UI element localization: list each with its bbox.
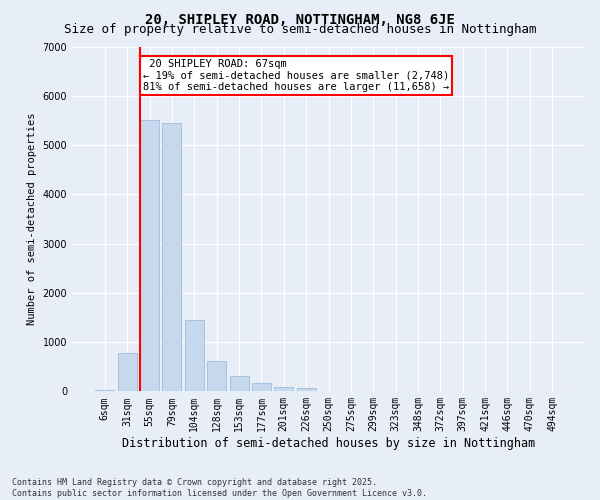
Bar: [296, 388, 316, 392]
Bar: [118, 353, 137, 392]
Bar: [95, 390, 115, 392]
Text: 20, SHIPLEY ROAD, NOTTINGHAM, NG8 6JE: 20, SHIPLEY ROAD, NOTTINGHAM, NG8 6JE: [145, 12, 455, 26]
Text: 20 SHIPLEY ROAD: 67sqm
← 19% of semi-detached houses are smaller (2,748)
81% of : 20 SHIPLEY ROAD: 67sqm ← 19% of semi-det…: [143, 59, 449, 92]
Bar: [207, 361, 226, 392]
Bar: [163, 123, 181, 392]
Bar: [252, 384, 271, 392]
Text: Contains HM Land Registry data © Crown copyright and database right 2025.
Contai: Contains HM Land Registry data © Crown c…: [12, 478, 427, 498]
Text: Size of property relative to semi-detached houses in Nottingham: Size of property relative to semi-detach…: [64, 22, 536, 36]
Bar: [185, 320, 204, 392]
Bar: [230, 376, 248, 392]
Y-axis label: Number of semi-detached properties: Number of semi-detached properties: [27, 112, 37, 325]
Bar: [140, 120, 159, 392]
Bar: [274, 387, 293, 392]
X-axis label: Distribution of semi-detached houses by size in Nottingham: Distribution of semi-detached houses by …: [122, 437, 535, 450]
